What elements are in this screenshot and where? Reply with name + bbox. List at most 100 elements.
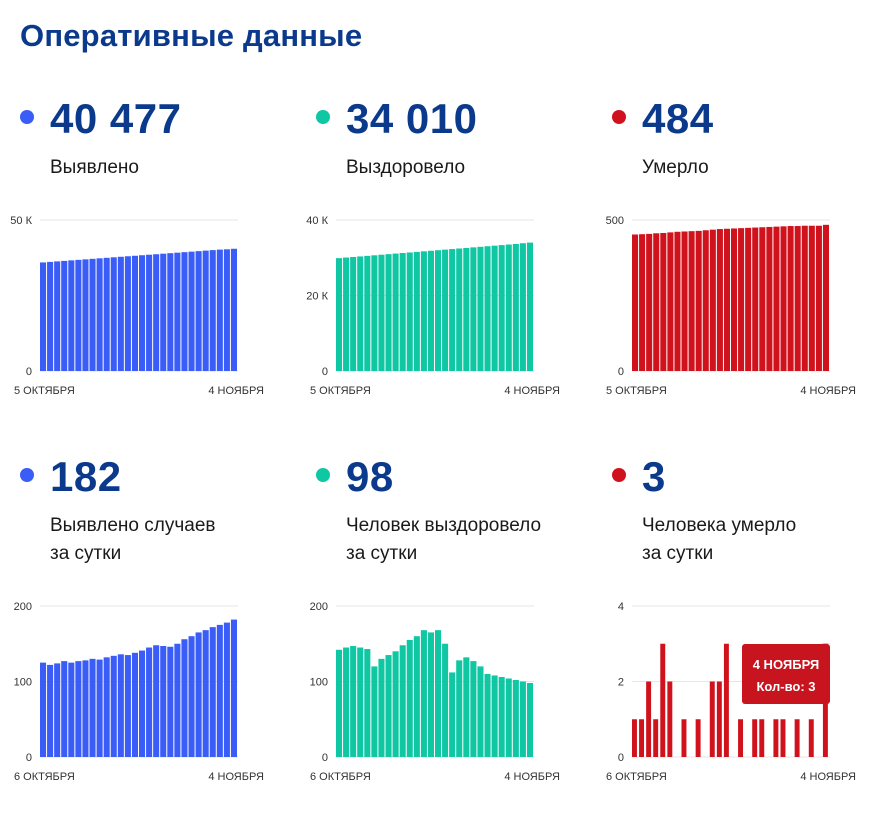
bar xyxy=(816,226,822,371)
y-tick-label: 40 К xyxy=(306,215,328,227)
bar xyxy=(181,639,187,757)
bar xyxy=(759,227,765,371)
bar xyxy=(47,665,53,757)
bar xyxy=(499,245,505,371)
total-deaths-caption: Умерло xyxy=(642,154,875,182)
x-axis-start-label: 6 ОКТЯБРЯ xyxy=(606,771,667,783)
bar xyxy=(456,249,462,372)
bar xyxy=(90,659,96,757)
legend-dot xyxy=(316,110,330,124)
bar xyxy=(773,227,779,371)
bar xyxy=(82,660,88,757)
bar xyxy=(745,228,751,371)
bar xyxy=(400,253,406,371)
bar xyxy=(759,719,764,757)
bar xyxy=(449,249,455,371)
bar xyxy=(407,640,413,757)
daily-detected-caption: Выявлено случаев за сутки xyxy=(50,512,290,568)
bar xyxy=(724,229,730,371)
bar xyxy=(809,226,815,371)
tooltip-box xyxy=(742,644,830,704)
bar xyxy=(231,620,237,757)
bar xyxy=(160,646,166,757)
bar xyxy=(40,663,46,757)
bar xyxy=(710,230,716,371)
y-tick-label: 0 xyxy=(26,366,32,378)
bar xyxy=(520,243,526,371)
bar xyxy=(378,255,384,371)
bar xyxy=(196,632,202,757)
bar xyxy=(485,246,491,371)
total-detected-caption: Выявлено xyxy=(50,154,290,182)
bar xyxy=(632,719,637,757)
bar xyxy=(646,682,651,758)
bar xyxy=(674,232,680,371)
bar xyxy=(393,651,399,757)
caption-line-2: за сутки xyxy=(50,543,121,564)
y-tick-label: 500 xyxy=(606,215,624,227)
bar xyxy=(795,719,800,757)
x-axis-end-label: 4 НОЯБРЯ xyxy=(504,771,560,783)
bar xyxy=(167,253,173,371)
total-deaths-value: 484 xyxy=(642,95,714,143)
y-tick-label: 0 xyxy=(618,366,624,378)
caption-line-1: Выявлено случаев xyxy=(50,515,215,536)
bar xyxy=(456,660,462,757)
bar xyxy=(442,644,448,757)
bar xyxy=(125,655,131,757)
y-tick-label: 4 xyxy=(618,601,624,613)
bar xyxy=(428,251,434,371)
caption-line-2: за сутки xyxy=(346,543,417,564)
bar xyxy=(61,261,67,371)
bar xyxy=(97,660,103,757)
y-tick-label: 0 xyxy=(26,752,32,764)
bar xyxy=(118,654,124,757)
bar xyxy=(696,719,701,757)
bar xyxy=(174,644,180,757)
legend-dot xyxy=(316,468,330,482)
bar xyxy=(632,235,638,372)
bar xyxy=(132,256,138,371)
bar xyxy=(75,661,81,757)
bar xyxy=(224,249,230,371)
bar xyxy=(336,258,342,371)
x-axis-start-label: 6 ОКТЯБРЯ xyxy=(14,771,75,783)
bar xyxy=(104,258,110,371)
bar xyxy=(802,226,808,371)
bar xyxy=(174,253,180,371)
bar xyxy=(696,231,702,371)
bar xyxy=(703,230,709,371)
total-detected-value: 40 477 xyxy=(50,95,181,143)
x-axis-start-label: 6 ОКТЯБРЯ xyxy=(310,771,371,783)
y-tick-label: 200 xyxy=(14,601,32,613)
bar xyxy=(513,244,519,371)
bar xyxy=(343,648,349,757)
bar xyxy=(682,719,687,757)
bar xyxy=(513,680,519,757)
y-tick-label: 50 К xyxy=(10,215,32,227)
bar xyxy=(231,249,237,371)
y-tick-label: 0 xyxy=(322,752,328,764)
x-axis-start-label: 5 ОКТЯБРЯ xyxy=(14,385,75,397)
bar xyxy=(54,261,60,371)
bar xyxy=(118,257,124,371)
x-axis-end-label: 4 НОЯБРЯ xyxy=(800,771,856,783)
caption-line-1: Умерло xyxy=(642,157,709,178)
caption-line-1: Человек выздоровело xyxy=(346,515,541,536)
bar xyxy=(781,226,787,371)
bar xyxy=(795,226,801,371)
bar xyxy=(357,256,363,371)
bar xyxy=(181,252,187,371)
bar xyxy=(54,663,60,757)
daily-deaths-caption: Человека умерло за сутки xyxy=(642,512,875,568)
bar xyxy=(717,682,722,758)
daily-recovered-caption: Человек выздоровело за сутки xyxy=(346,512,586,568)
bar xyxy=(196,251,202,371)
bar xyxy=(449,672,455,757)
